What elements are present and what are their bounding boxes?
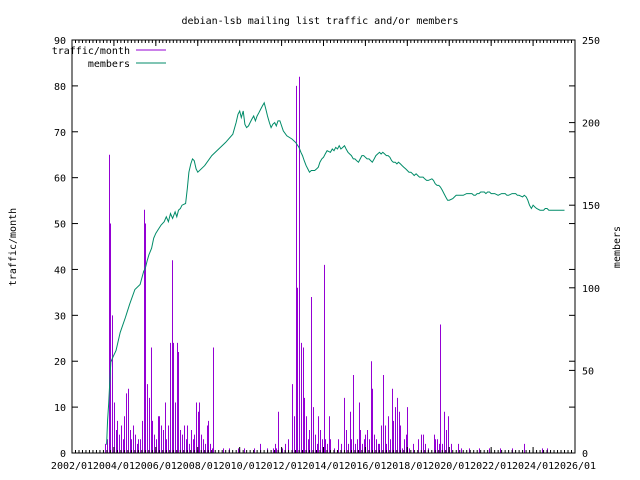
x-tick-label: 2024/01 (512, 461, 554, 472)
x-tick-label: 2004/01 (93, 461, 135, 472)
y-axis-left-label: traffic/month (8, 208, 19, 286)
y-left-tick-label: 20 (54, 357, 66, 368)
y-left-tick-label: 40 (54, 265, 66, 276)
x-tick-label: 2020/01 (428, 461, 470, 472)
y-right-tick-label: 50 (582, 366, 594, 377)
y-right-tick-label: 200 (582, 119, 600, 130)
y-left-tick-label: 10 (54, 403, 66, 414)
y-right-tick-label: 150 (582, 201, 600, 212)
x-tick-label: 2008/01 (177, 461, 219, 472)
y-right-tick-label: 250 (582, 36, 600, 47)
y-left-tick-label: 90 (54, 36, 66, 47)
y-right-tick-label: 0 (582, 449, 588, 460)
x-tick-label: 2010/01 (219, 461, 261, 472)
legend: traffic/month members (52, 46, 166, 70)
y-left-tick-label: 50 (54, 220, 66, 231)
x-tick-label: 2022/01 (470, 461, 512, 472)
y-left-tick-label: 80 (54, 82, 66, 93)
y-left-tick-label: 70 (54, 128, 66, 139)
legend-label-members: members (88, 59, 130, 70)
chart-title: debian-lsb mailing list traffic and/or m… (182, 16, 459, 27)
axes: 0 10 20 30 40 50 60 70 80 90 0 50 100 150 200 250 2002/0… (51, 36, 600, 472)
x-tick-label: 2016/01 (344, 461, 386, 472)
x-tick-label: 2002/01 (51, 461, 93, 472)
x-tick-label: 2012/01 (261, 461, 303, 472)
members-line (106, 101, 565, 445)
y-left-tick-label: 0 (60, 449, 66, 460)
traffic-bars (105, 76, 548, 453)
y-right-tick-label: 100 (582, 284, 600, 295)
x-tick-label: 2026/01 (554, 461, 596, 472)
x-tick-label: 2006/01 (135, 461, 177, 472)
y-axis-right-label: members (612, 226, 623, 268)
legend-label-traffic: traffic/month (52, 46, 130, 57)
y-left-tick-label: 60 (54, 174, 66, 185)
members-line-layer (106, 101, 565, 445)
x-tick-label: 2018/01 (386, 461, 428, 472)
x-tick-label: 2014/01 (302, 461, 344, 472)
y-left-tick-label: 30 (54, 311, 66, 322)
